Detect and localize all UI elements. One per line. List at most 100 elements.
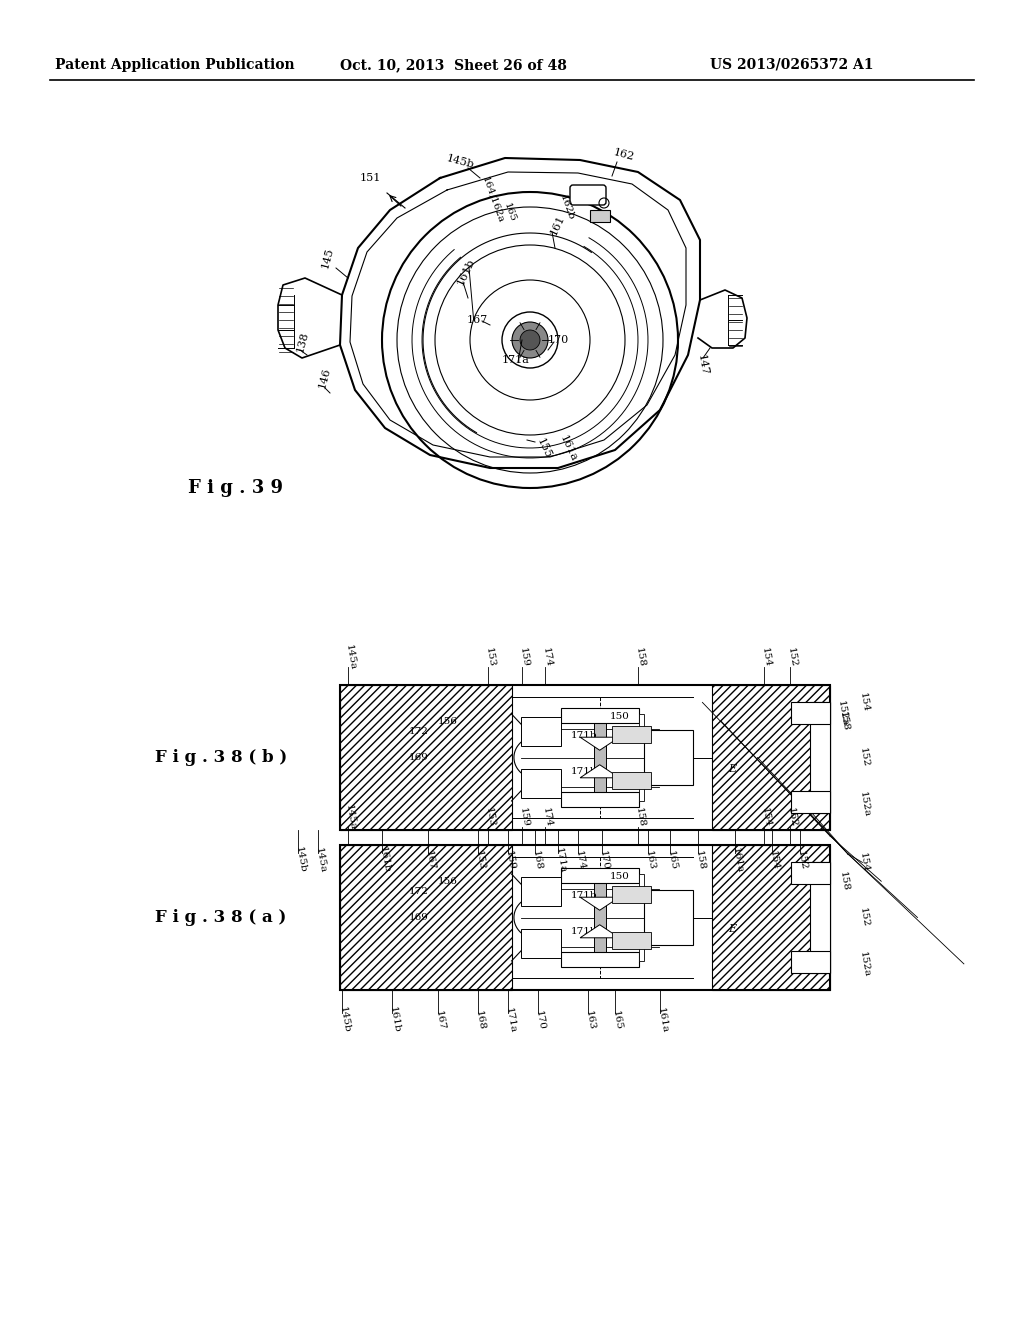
Text: US 2013/0265372 A1: US 2013/0265372 A1 (710, 58, 873, 73)
Text: 171b: 171b (570, 928, 597, 936)
Text: 163: 163 (584, 1010, 596, 1031)
Text: 158: 158 (838, 710, 850, 731)
Text: 174: 174 (541, 647, 553, 668)
Text: 161a: 161a (656, 1006, 670, 1034)
Bar (560, 952, 639, 966)
Text: 161b: 161b (378, 846, 391, 874)
Text: 168: 168 (474, 1010, 486, 1031)
Circle shape (520, 330, 540, 350)
Bar (612, 772, 651, 789)
Text: 171a: 171a (554, 846, 567, 874)
Bar (810, 862, 830, 973)
Text: 159: 159 (518, 647, 530, 668)
Bar (791, 950, 830, 973)
Text: 159: 159 (518, 807, 530, 828)
Bar (810, 702, 830, 813)
Text: 171b: 171b (570, 767, 597, 776)
Text: 158: 158 (634, 647, 646, 668)
Text: 154: 154 (760, 807, 772, 828)
Text: 145a: 145a (344, 643, 357, 671)
Bar (521, 876, 560, 906)
Bar (560, 869, 639, 883)
Text: 169: 169 (409, 913, 428, 921)
Text: 158: 158 (634, 807, 646, 828)
Text: 159: 159 (504, 850, 516, 871)
Text: 155: 155 (535, 436, 553, 459)
Text: Patent Application Publication: Patent Application Publication (55, 58, 295, 73)
Text: 172: 172 (409, 727, 428, 737)
Bar (639, 714, 644, 731)
Bar (560, 709, 639, 723)
Bar (644, 890, 693, 945)
Text: E: E (728, 924, 736, 935)
Text: 170: 170 (598, 850, 610, 871)
Bar (639, 874, 644, 891)
Bar (521, 770, 560, 799)
Polygon shape (581, 737, 620, 750)
Bar (713, 685, 830, 830)
Bar (594, 876, 606, 958)
Bar (590, 210, 610, 222)
Text: 171b: 171b (570, 891, 597, 900)
Text: 167: 167 (434, 1010, 446, 1031)
Text: 150: 150 (609, 713, 630, 722)
Text: 174: 174 (574, 850, 587, 871)
Text: E: E (728, 764, 736, 774)
Text: 152a: 152a (858, 791, 871, 817)
Text: F i g . 3 9: F i g . 3 9 (188, 479, 283, 498)
Text: 152a: 152a (836, 700, 849, 726)
Bar (521, 717, 560, 746)
Text: 152: 152 (858, 747, 870, 768)
Circle shape (512, 322, 548, 358)
Text: 156: 156 (438, 876, 458, 886)
Text: 152a: 152a (858, 950, 871, 978)
Text: 147: 147 (696, 354, 710, 376)
Text: 154: 154 (858, 692, 870, 713)
Text: 154: 154 (858, 851, 870, 873)
Text: 162b: 162b (558, 194, 575, 222)
Text: 165: 165 (666, 850, 678, 871)
Text: 161: 161 (548, 214, 566, 236)
Bar (713, 845, 830, 990)
Bar (791, 702, 830, 725)
Text: 145a: 145a (344, 804, 357, 830)
Text: 153: 153 (474, 850, 486, 871)
Text: 154: 154 (768, 850, 780, 871)
Text: 161b: 161b (455, 257, 476, 286)
Text: 171a: 171a (502, 355, 529, 366)
Text: 151: 151 (360, 173, 381, 183)
Text: 169: 169 (409, 752, 428, 762)
Text: 153: 153 (484, 647, 497, 668)
Bar (340, 845, 830, 990)
Text: 164,162a: 164,162a (480, 176, 505, 224)
Text: 172: 172 (409, 887, 428, 896)
Text: 165: 165 (502, 201, 517, 223)
Text: 145b: 145b (338, 1006, 351, 1034)
Polygon shape (581, 925, 620, 937)
Text: 145a: 145a (314, 846, 328, 874)
Bar (791, 862, 830, 884)
Text: 171a: 171a (504, 1006, 517, 1034)
Text: 152: 152 (786, 807, 799, 828)
Text: 171b: 171b (570, 731, 597, 741)
Text: 170: 170 (534, 1010, 547, 1031)
Bar (644, 730, 693, 785)
Text: 163: 163 (644, 850, 656, 871)
Text: 150: 150 (609, 873, 630, 882)
Polygon shape (581, 764, 620, 777)
Bar (340, 685, 830, 830)
Text: 156: 156 (438, 717, 458, 726)
Bar (639, 944, 644, 961)
Text: 170: 170 (548, 335, 569, 345)
Text: F i g . 3 8 ( b ): F i g . 3 8 ( b ) (155, 748, 288, 766)
Text: Oct. 10, 2013  Sheet 26 of 48: Oct. 10, 2013 Sheet 26 of 48 (340, 58, 567, 73)
Text: 145b: 145b (445, 153, 475, 170)
Text: 138: 138 (295, 330, 310, 354)
Text: 167: 167 (467, 315, 488, 325)
Bar (612, 932, 651, 949)
Polygon shape (581, 898, 620, 911)
Text: 152: 152 (796, 850, 808, 871)
Text: 168: 168 (531, 850, 544, 871)
Text: 161a: 161a (731, 846, 744, 874)
Text: 158: 158 (838, 871, 850, 892)
